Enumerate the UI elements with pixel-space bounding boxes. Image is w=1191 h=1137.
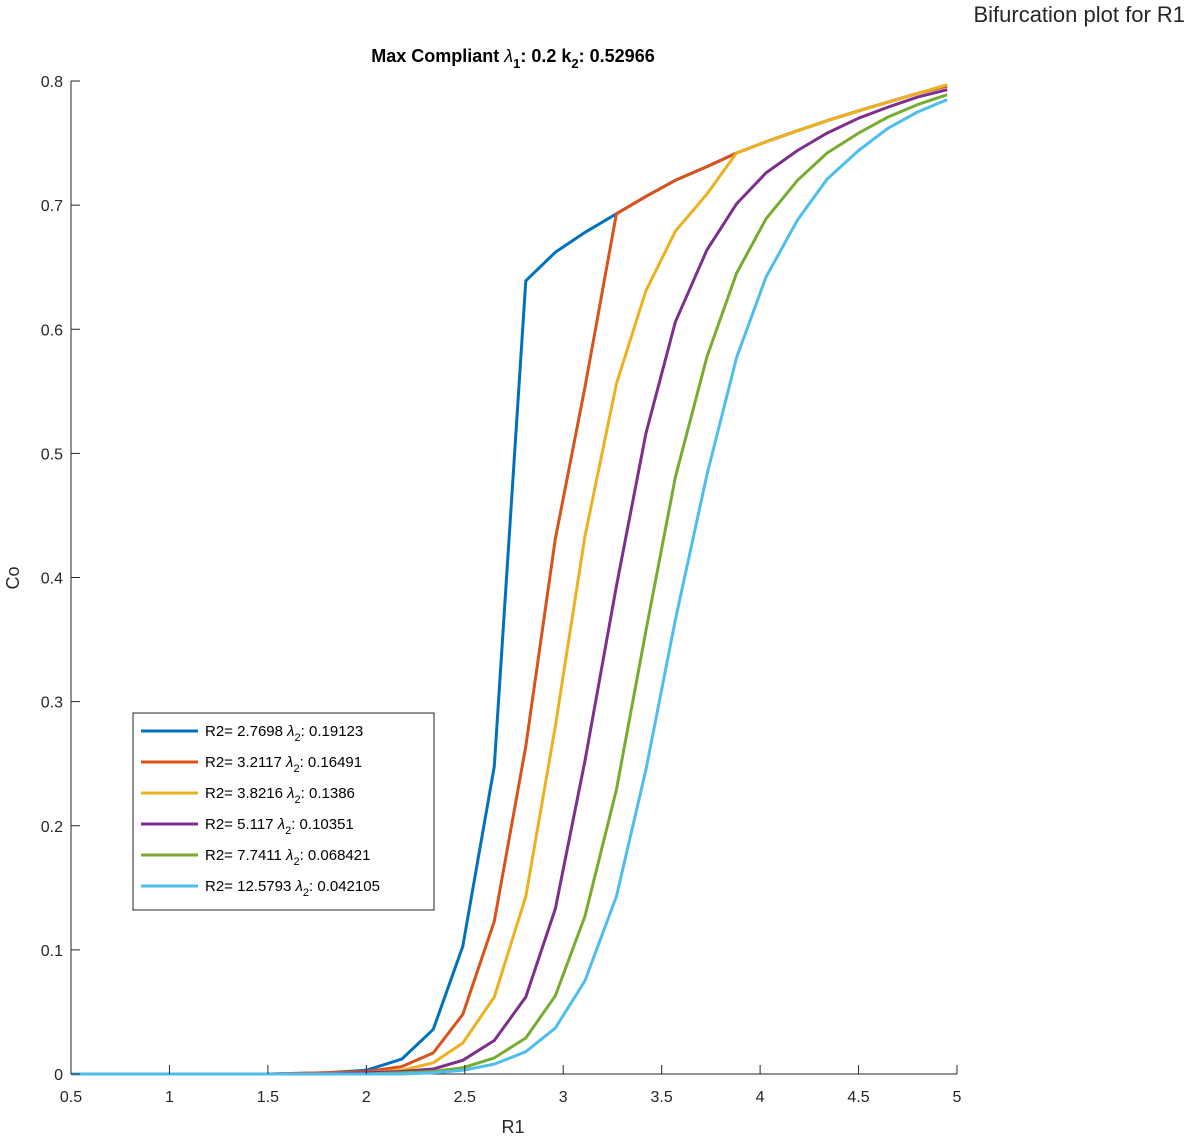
x-axis-ticks: 0.5 1 1.5 2 2.5 3 3.5 4 4.5 5 — [60, 1065, 962, 1106]
x-tick-label: 5 — [953, 1089, 962, 1106]
chart-title: Max Compliant λ1: 0.2 k2: 0.52966 — [371, 46, 654, 71]
series-line-3 — [71, 83, 948, 1076]
legend-box — [132, 712, 435, 911]
x-tick-label: 0.5 — [60, 1089, 82, 1106]
legend-entry-1: R2= 2.7698 λ2: 0.19123 — [205, 723, 363, 744]
chart-title-prefix: Max Compliant — [371, 46, 504, 66]
axes-box — [70, 81, 957, 1075]
series-line-6 — [71, 98, 948, 1076]
series-line-1 — [71, 84, 948, 1076]
legend: R2= 2.7698 λ2: 0.19123 R2= 3.2117 λ2: 0.1… — [132, 712, 435, 911]
series-line-4 — [71, 88, 948, 1076]
x-tick-label: 2 — [362, 1089, 371, 1106]
x-tick-label: 3.5 — [651, 1089, 673, 1106]
figure-window-title: Bifurcation plot for R1 — [973, 2, 1185, 27]
legend-entry-5: R2= 7.7411 λ2: 0.068421 — [205, 847, 370, 868]
y-tick-label: 0.3 — [41, 695, 63, 712]
legend-entry-3: R2= 3.8216 λ2: 0.1386 — [205, 785, 355, 806]
x-tick-label: 4 — [756, 1089, 765, 1106]
x-tick-label: 2.5 — [454, 1089, 476, 1106]
legend-entry-4: R2= 5.117 λ2: 0.10351 — [205, 816, 354, 837]
x-axis-label: R1 — [501, 1117, 524, 1137]
chart-title-k-sub: 2 — [571, 56, 578, 71]
chart-title-lambda-sub: 1 — [513, 56, 520, 71]
x-tick-label: 3 — [559, 1089, 568, 1106]
lambda-symbol: λ — [503, 46, 513, 66]
chart-title-suffix: : 0.52966 — [579, 46, 655, 66]
chart-title-mid: : 0.2 k — [520, 46, 572, 66]
y-tick-label: 0.8 — [41, 74, 63, 91]
y-tick-label: 0.4 — [41, 571, 63, 588]
series-line-2 — [71, 84, 948, 1076]
y-tick-label: 0.5 — [41, 446, 63, 463]
y-axis-label: Co — [3, 566, 23, 589]
series-line-5 — [71, 93, 948, 1076]
x-tick-label: 1.5 — [257, 1089, 279, 1106]
series-layer — [71, 83, 948, 1076]
y-tick-label: 0.6 — [41, 322, 63, 339]
x-tick-label: 1 — [165, 1089, 174, 1106]
legend-entry-2: R2= 3.2117 λ2: 0.16491 — [205, 754, 362, 775]
y-tick-label: 0.2 — [41, 819, 63, 836]
legend-entry-6: R2= 12.5793 λ2: 0.042105 — [205, 878, 380, 899]
y-tick-label: 0.7 — [41, 198, 63, 215]
y-axis-ticks: 0 0.1 0.2 0.3 0.4 0.5 0.6 0.7 0.8 — [41, 74, 80, 1084]
y-tick-label: 0.1 — [41, 943, 63, 960]
x-tick-label: 4.5 — [847, 1089, 869, 1106]
y-tick-label: 0 — [54, 1067, 63, 1084]
